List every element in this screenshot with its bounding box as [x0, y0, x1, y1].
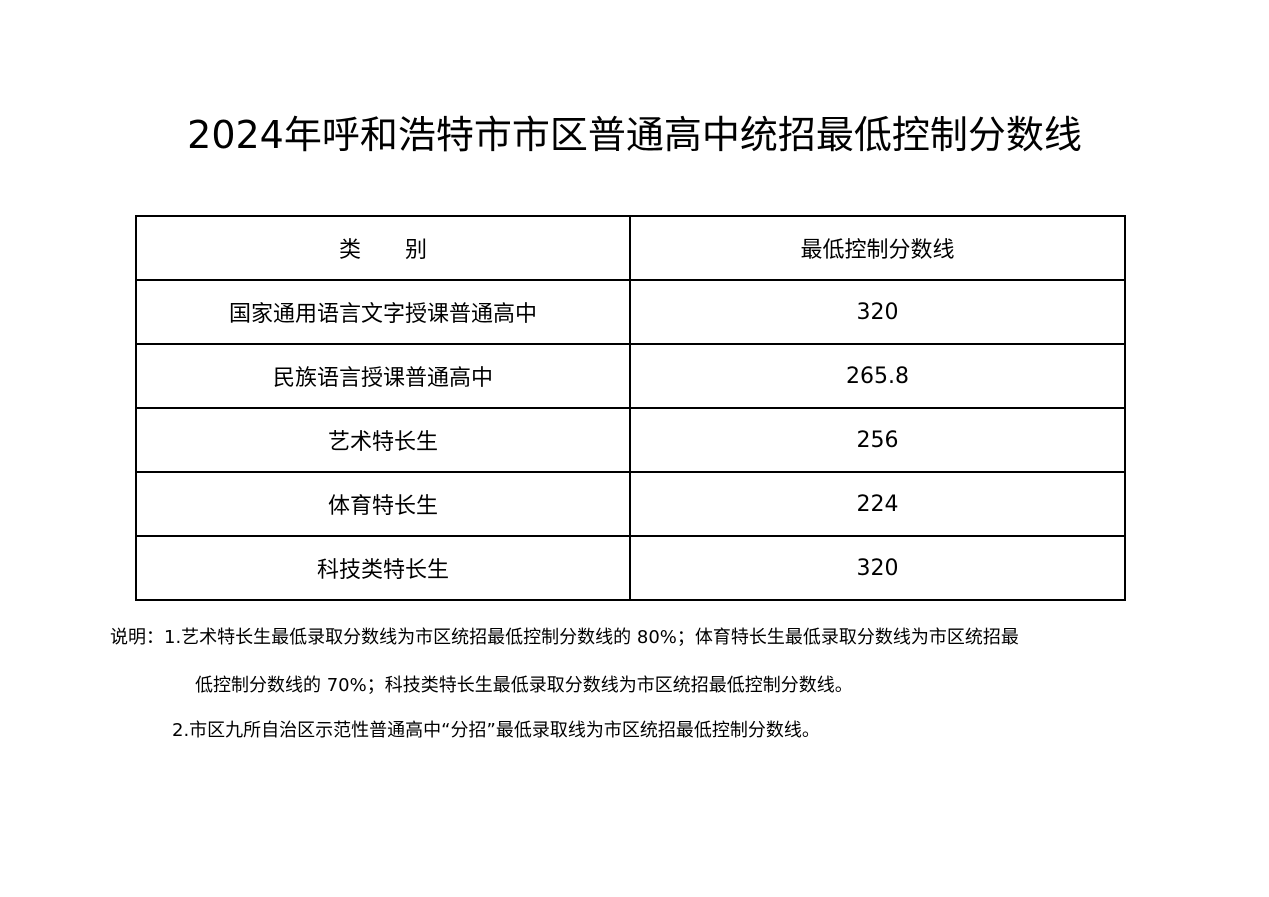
table-row: 艺术特长生 256	[135, 407, 1126, 473]
note-line-2: 低控制分数线的 70%；科技类特长生最低录取分数线为市区统招最低控制分数线。	[195, 675, 853, 696]
table-row: 民族语言授课普通高中 265.8	[135, 343, 1126, 409]
row-category: 民族语言授课普通高中	[135, 343, 631, 409]
row-category: 国家通用语言文字授课普通高中	[135, 279, 631, 345]
table-row: 科技类特长生 320	[135, 535, 1126, 601]
row-score: 320	[629, 535, 1126, 601]
table-row: 体育特长生 224	[135, 471, 1126, 537]
row-category: 科技类特长生	[135, 535, 631, 601]
row-score: 265.8	[629, 343, 1126, 409]
row-category: 艺术特长生	[135, 407, 631, 473]
table-row: 国家通用语言文字授课普通高中 320	[135, 279, 1126, 345]
table-header-row: 类 别 最低控制分数线	[135, 215, 1126, 281]
row-score: 256	[629, 407, 1126, 473]
row-score: 320	[629, 279, 1126, 345]
row-category: 体育特长生	[135, 471, 631, 537]
score-table: 类 别 最低控制分数线 国家通用语言文字授课普通高中 320 民族语言授课普通高…	[135, 215, 1126, 601]
row-score: 224	[629, 471, 1126, 537]
page-title: 2024年呼和浩特市市区普通高中统招最低控制分数线	[187, 113, 1082, 157]
note-line-3: 2.市区九所自治区示范性普通高中“分招”最低录取线为市区统招最低控制分数线。	[172, 720, 820, 741]
header-score: 最低控制分数线	[629, 215, 1126, 281]
header-category: 类 别	[135, 215, 631, 281]
note-line-1: 说明：1.艺术特长生最低录取分数线为市区统招最低控制分数线的 80%；体育特长生…	[110, 627, 1019, 648]
